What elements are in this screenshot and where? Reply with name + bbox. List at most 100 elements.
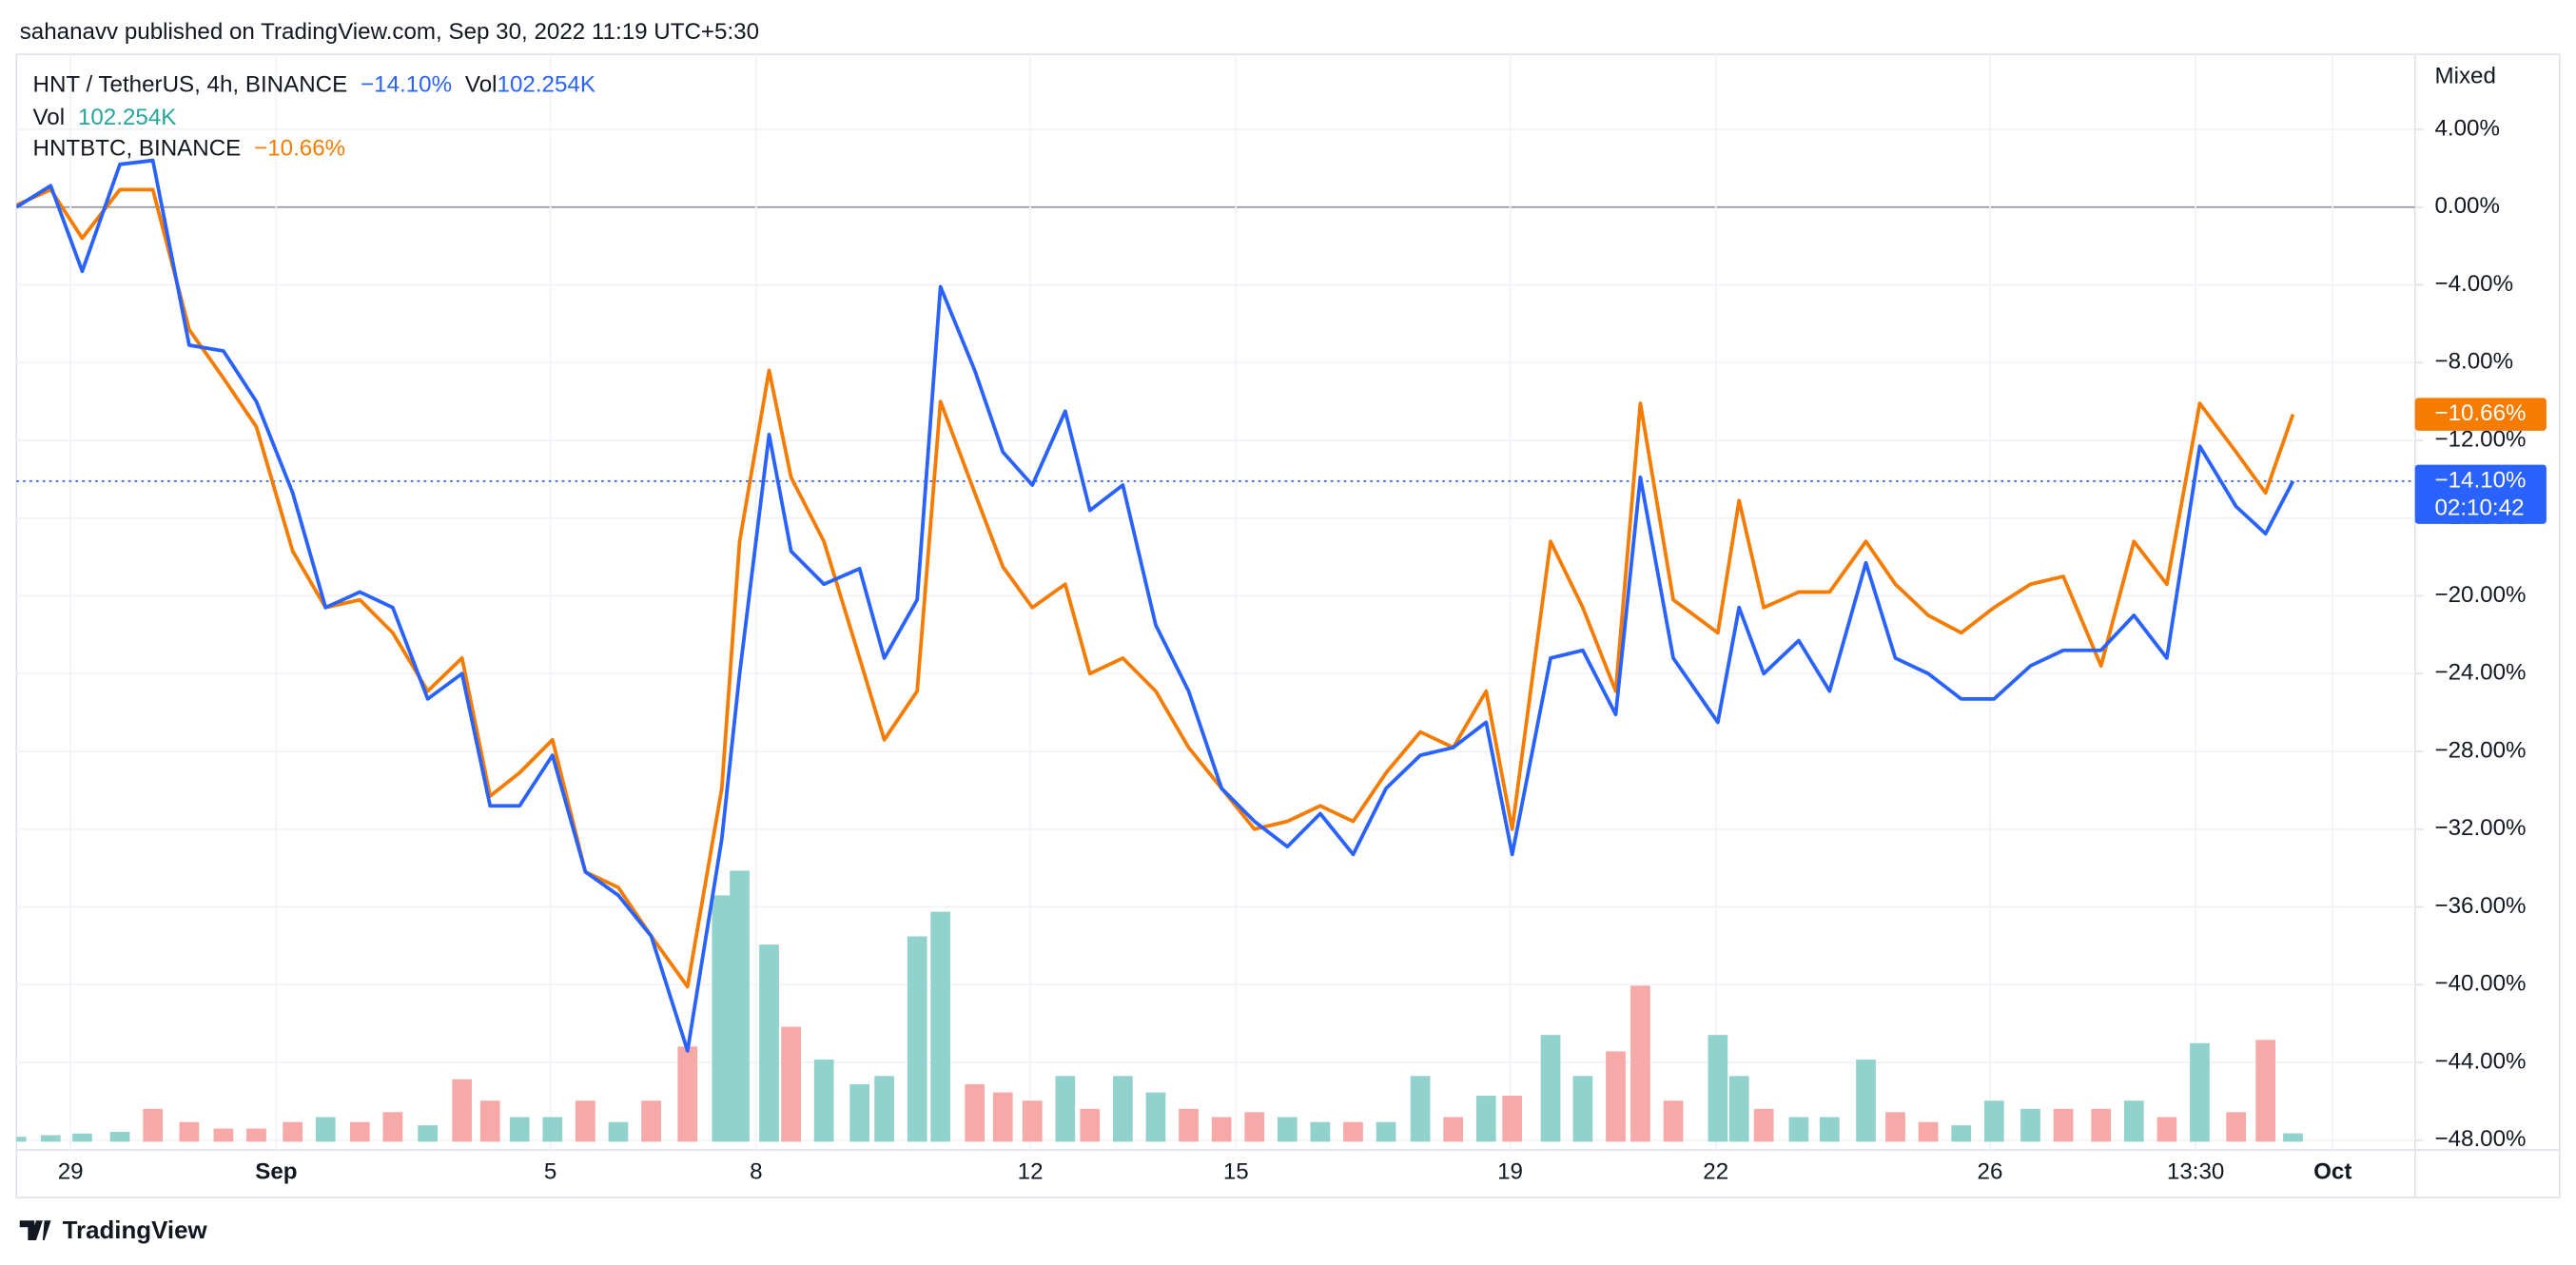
- series-line: [16, 158, 2295, 1053]
- volume-bar: [1572, 1076, 1593, 1142]
- volume-bar: [1540, 1035, 1561, 1142]
- volume-bar: [2053, 1108, 2074, 1142]
- volume-bar: [1983, 1100, 2004, 1142]
- scale-mode: Mixed: [2434, 64, 2495, 89]
- volume-bar: [72, 1133, 92, 1142]
- volume-bar: [1113, 1076, 1133, 1142]
- countdown-label: 02:10:42: [2434, 496, 2524, 521]
- price-tag-label: −14.10%: [2434, 467, 2526, 493]
- legend: HNT / TetherUS, 4h, BINANCE −14.10% Vol …: [33, 71, 595, 161]
- volume-bar: [349, 1121, 370, 1142]
- published-note: sahanavv published on TradingView.com, S…: [20, 19, 759, 45]
- volume-bar: [109, 1132, 130, 1142]
- volume-bar: [1606, 1051, 1626, 1142]
- volume-bar: [2226, 1112, 2247, 1142]
- volume-bar: [2123, 1100, 2144, 1142]
- volume-bar: [992, 1092, 1013, 1142]
- volume-bar: [576, 1100, 595, 1142]
- volume-bar: [213, 1128, 234, 1142]
- y-tick-label: −4.00%: [2434, 271, 2513, 297]
- y-tick-label: 0.00%: [2434, 193, 2499, 219]
- x-tick-label: 12: [1018, 1159, 1044, 1185]
- volume-bar: [2283, 1133, 2303, 1142]
- x-tick-label: Sep: [255, 1159, 297, 1185]
- volume-bar: [1443, 1117, 1464, 1142]
- volume-bar: [452, 1079, 473, 1142]
- price-tags: −10.66% −14.10% 02:10:42: [2414, 398, 2547, 524]
- brand: TradingView: [63, 1217, 208, 1244]
- x-tick-label: 5: [544, 1159, 556, 1185]
- volume-bar: [907, 936, 927, 1142]
- volume-bar: [1630, 985, 1650, 1142]
- volume-bar: [418, 1125, 439, 1142]
- lines: [16, 158, 2295, 1053]
- volume-bar: [1410, 1076, 1431, 1142]
- volume-bar: [781, 1026, 801, 1142]
- x-tick-label: 26: [1978, 1159, 2003, 1185]
- y-tick-label: −44.00%: [2434, 1048, 2526, 1074]
- volume-pane: [16, 870, 2303, 1142]
- footer-logo: TradingView: [19, 1217, 208, 1244]
- x-tick-label: 22: [1703, 1159, 1728, 1185]
- x-tick-label: 8: [750, 1159, 762, 1185]
- volume-bar: [16, 1137, 27, 1142]
- volume-bar: [2190, 1042, 2210, 1142]
- x-tick-label: 29: [58, 1159, 84, 1185]
- volume-bar: [1310, 1121, 1331, 1142]
- volume-bar: [813, 1060, 834, 1142]
- volume-bar: [2255, 1040, 2276, 1142]
- volume-bar: [677, 1046, 698, 1142]
- volume-bar: [1856, 1060, 1876, 1142]
- grid: 4.00%0.00%−4.00%−8.00%−12.00%−16.00%−20.…: [16, 54, 2527, 1185]
- volume-bar: [930, 911, 951, 1142]
- x-tick-label: Oct: [2313, 1159, 2352, 1185]
- volume-bar: [509, 1117, 530, 1142]
- volume-bar: [2020, 1108, 2040, 1142]
- legend-series: HNT / TetherUS, 4h, BINANCE: [33, 71, 348, 97]
- volume-bar: [712, 895, 732, 1142]
- volume-bar: [1277, 1117, 1298, 1142]
- volume-bar: [1885, 1112, 1905, 1142]
- volume-bar: [1918, 1121, 1939, 1142]
- volume-bar: [1080, 1108, 1101, 1142]
- volume-bar: [1819, 1117, 1840, 1142]
- legend-series: HNTBTC, BINANCE: [33, 136, 242, 162]
- logo-mark: [19, 1220, 51, 1241]
- volume-bar: [1475, 1096, 1496, 1142]
- volume-bar: [1708, 1035, 1728, 1142]
- x-tick-label: 13:30: [2167, 1159, 2224, 1185]
- volume-bar: [849, 1083, 870, 1142]
- chart-frame: [15, 53, 2561, 1198]
- legend-value: −10.66%: [254, 136, 345, 162]
- price-tag: [2414, 398, 2547, 431]
- x-tick-label: 15: [1223, 1159, 1249, 1185]
- y-tick-label: −24.00%: [2434, 660, 2526, 686]
- volume-bar: [479, 1100, 500, 1142]
- volume-bar: [315, 1117, 336, 1142]
- y-tick-label: −48.00%: [2434, 1126, 2526, 1152]
- volume-bar: [382, 1112, 403, 1142]
- legend-value: −14.10%: [361, 71, 452, 97]
- legend-volume-value: 102.254K: [498, 71, 595, 97]
- volume-bar: [179, 1121, 200, 1142]
- legend-volume-value: 102.254K: [78, 105, 176, 130]
- volume-bar: [641, 1100, 661, 1142]
- volume-bar: [1663, 1100, 1684, 1142]
- volume-bar: [2091, 1108, 2112, 1142]
- y-tick-label: −40.00%: [2434, 971, 2526, 997]
- y-tick-label: −12.00%: [2434, 426, 2526, 452]
- y-tick-label: −32.00%: [2434, 815, 2526, 841]
- volume-bar: [874, 1076, 894, 1142]
- volume-bar: [1211, 1117, 1232, 1142]
- price-tag-label: −10.66%: [2434, 400, 2526, 426]
- volume-bar: [1179, 1108, 1199, 1142]
- y-tick-label: −8.00%: [2434, 349, 2513, 375]
- volume-bar: [608, 1121, 629, 1142]
- volume-bar: [965, 1083, 986, 1142]
- volume-bar: [1951, 1125, 1972, 1142]
- volume-bar: [1244, 1112, 1265, 1142]
- y-tick-label: −20.00%: [2434, 582, 2526, 608]
- volume-bar: [143, 1108, 164, 1142]
